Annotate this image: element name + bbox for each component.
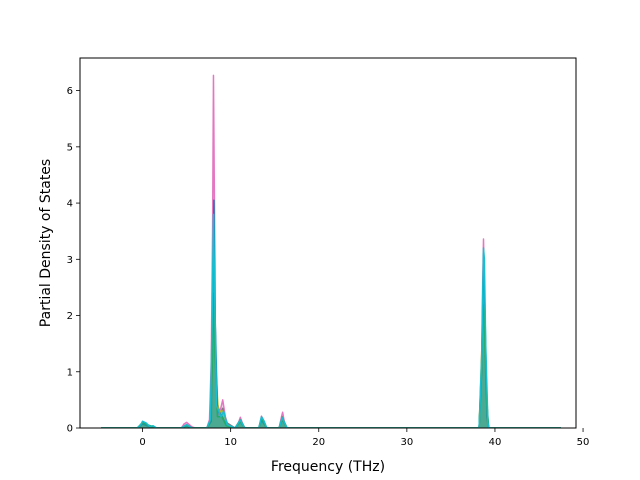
plot-frame: [79, 57, 577, 429]
y-tick-label: 2: [67, 311, 73, 322]
x-tick-label: 20: [312, 437, 325, 448]
x-tick-label: 50: [577, 437, 590, 448]
y-axis: 0 1 2 3 4 5 6: [67, 86, 80, 435]
y-tick-label: 5: [67, 142, 73, 153]
y-tick-label: 3: [67, 255, 73, 266]
y-tick-label: 1: [67, 367, 73, 378]
x-tick-label: 40: [489, 437, 502, 448]
x-tick-label: 10: [224, 437, 237, 448]
x-tick-label: 30: [400, 437, 413, 448]
x-tick-label: 0: [139, 437, 145, 448]
y-tick-label: 4: [67, 199, 73, 210]
y-tick-label: 6: [67, 86, 73, 97]
x-axis: 0 10 20 30 40 50: [139, 428, 589, 448]
y-tick-label: 0: [67, 424, 73, 435]
y-axis-label: Partial Density of States: [38, 159, 54, 327]
x-axis-label: Frequency (THz): [271, 459, 385, 475]
series-6-line: [101, 213, 562, 428]
series-6: [101, 213, 562, 428]
